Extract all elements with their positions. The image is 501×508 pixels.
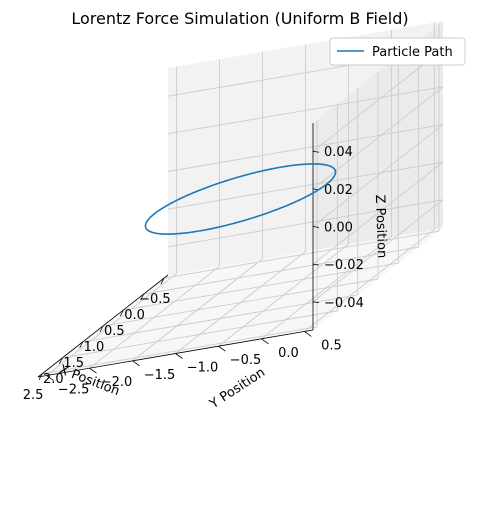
grid-line-y-floor xyxy=(89,265,220,369)
x-tick xyxy=(160,278,165,285)
z-tick-label: −0.04 xyxy=(324,296,364,311)
y-tick-label: −0.5 xyxy=(230,353,262,368)
x-tick-label: −0.5 xyxy=(139,292,171,307)
x-tick-label: 0.5 xyxy=(104,324,125,339)
grid-line-y-floor xyxy=(304,229,435,332)
series-layer xyxy=(144,163,337,235)
legend-label-particle-path: Particle Path xyxy=(372,45,453,60)
z-tick-label: 0.04 xyxy=(324,145,353,160)
z-tick xyxy=(312,301,320,304)
grid-line-z-xwall xyxy=(167,199,444,248)
x-tick xyxy=(38,373,43,380)
y-tick xyxy=(89,367,97,374)
y-tick-label: −1.0 xyxy=(187,361,219,376)
y-tick-label: −2.0 xyxy=(101,375,133,390)
x-tick-label: 1.0 xyxy=(84,340,105,355)
y-tick xyxy=(46,375,54,381)
chart-title: Lorentz Force Simulation (Uniform B Fiel… xyxy=(71,9,408,28)
y-tick xyxy=(304,331,312,337)
y-tick-label: −1.5 xyxy=(144,368,176,383)
z-tick xyxy=(312,150,320,153)
grid-line-y-floor xyxy=(175,251,306,354)
x-tick-label: 2.5 xyxy=(23,388,44,403)
y-tick xyxy=(218,345,226,352)
x-tick xyxy=(140,293,144,301)
x-tick-label: 1.5 xyxy=(63,356,84,371)
grid-line-z-ywall xyxy=(312,199,444,303)
z-tick-label: 0.00 xyxy=(324,221,353,236)
y-tick-label: 0.5 xyxy=(321,338,342,353)
y-tick xyxy=(175,353,183,359)
x-tick xyxy=(79,341,84,349)
tick-labels: −0.50.00.51.01.52.02.5 −2.5 −2.0 −1.5 −1.0 −0… xyxy=(23,145,364,403)
x-tick-label: 2.0 xyxy=(43,372,64,387)
z-tick-label: 0.02 xyxy=(324,183,353,198)
z-tick xyxy=(312,263,320,266)
grid-line-y-floor xyxy=(46,273,177,376)
z-axis-label: Z Position xyxy=(372,194,389,258)
legend: Particle Path xyxy=(329,37,466,66)
grid-line-z-ywall xyxy=(312,161,444,265)
y-tick xyxy=(261,338,269,345)
x-tick xyxy=(119,309,124,317)
x-tick xyxy=(99,325,104,333)
y-tick-label: 0.0 xyxy=(278,346,299,361)
grid-lines xyxy=(41,22,444,376)
x-tick-label: 0.0 xyxy=(124,308,145,323)
grid-line-y-floor xyxy=(261,236,392,340)
grid-line-z-xwall xyxy=(167,124,444,172)
legend-box xyxy=(329,37,466,66)
grid-line-z-xwall xyxy=(167,86,444,135)
grid-line-z-ywall xyxy=(312,48,444,152)
grid-line-z-ywall xyxy=(312,124,444,227)
axis-lines xyxy=(37,123,320,381)
grid-line-y-floor xyxy=(218,243,349,347)
z-tick xyxy=(312,226,320,228)
grid-line-y-floor xyxy=(132,258,263,362)
series-line-particle-path xyxy=(144,163,337,235)
x-tick xyxy=(59,357,63,365)
z-tick-label: −0.02 xyxy=(324,258,364,273)
grid-line-z-ywall xyxy=(312,86,444,190)
y-tick-label: −2.5 xyxy=(58,383,90,398)
y-tick xyxy=(132,360,140,367)
grid-line-z-xwall xyxy=(167,161,444,210)
